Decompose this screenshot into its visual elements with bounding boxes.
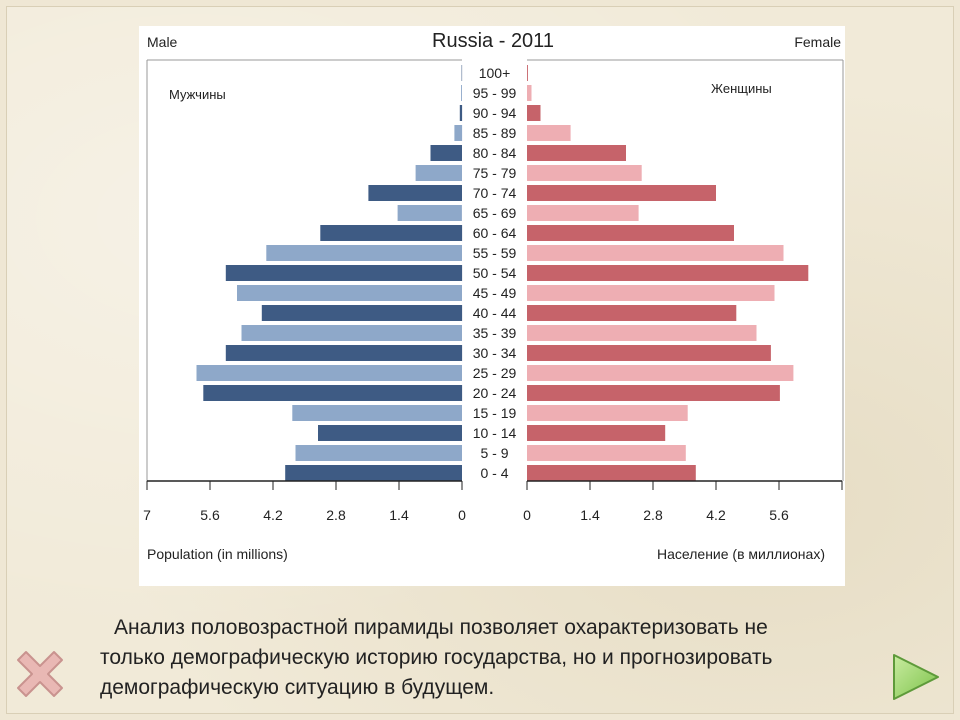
female-tick-label-1: 1.4 [580,507,600,523]
next-arrow-icon[interactable] [890,652,942,702]
male-bar-17 [292,405,462,421]
female-bar-18 [527,425,666,441]
slide-caption: Анализ половозрастной пирамиды позволяет… [100,613,900,703]
male-side-label: Male [147,34,178,50]
male-bar-15 [196,365,462,381]
male-bar-2 [459,105,463,121]
female-bar-5 [527,165,642,181]
female-bar-15 [527,365,794,381]
bars-group [196,65,809,481]
caption-line-2: только демографическую историю государст… [100,646,773,669]
axes-group: 7 5.6 4.2 2.8 1.4 0 0 1.4 2.8 4.2 5.6 [143,480,843,523]
age-label-20: 0 - 4 [480,465,508,481]
male-bar-0 [461,65,463,81]
female-bar-19 [527,445,686,461]
male-bar-12 [261,305,463,321]
male-bar-4 [430,145,462,161]
female-bar-7 [527,205,639,221]
age-label-2: 90 - 94 [473,105,517,121]
male-bar-11 [237,285,462,301]
age-label-0: 100+ [479,65,511,81]
age-label-14: 30 - 34 [473,345,517,361]
age-label-11: 45 - 49 [473,285,517,301]
age-label-9: 55 - 59 [473,245,517,261]
female-bar-9 [527,245,784,261]
male-bar-8 [320,225,463,241]
female-tick-label-2: 2.8 [643,507,663,523]
female-bar-3 [527,125,571,141]
age-label-15: 25 - 29 [473,365,517,381]
age-label-19: 5 - 9 [480,445,508,461]
chart-svg: Male Russia - 2011 Female Мужчины Женщин… [143,30,844,562]
male-bar-18 [318,425,462,441]
age-label-5: 75 - 79 [473,165,517,181]
female-bar-6 [527,185,716,201]
male-tick-label-1: 5.6 [200,507,220,523]
female-tick-label-4: 5.6 [769,507,789,523]
age-label-10: 50 - 54 [473,265,517,281]
female-bar-13 [527,325,757,341]
population-pyramid-chart: Male Russia - 2011 Female Мужчины Женщин… [139,26,845,586]
caption-line-3: демографическую ситуацию в будущем. [100,676,495,699]
female-series-title: Женщины [711,81,772,96]
age-label-6: 70 - 74 [473,185,517,201]
male-bar-6 [368,185,462,201]
female-bar-10 [527,265,809,281]
male-tick-label-2: 4.2 [263,507,283,523]
male-bar-14 [225,345,463,361]
male-bar-9 [266,245,462,261]
age-label-13: 35 - 39 [473,325,517,341]
close-x-icon[interactable] [10,644,70,704]
age-label-3: 85 - 89 [473,125,517,141]
male-tick-label-0: 7 [143,507,151,523]
male-series-title: Мужчины [169,87,226,102]
male-bar-10 [225,265,463,281]
female-tick-label-3: 4.2 [706,507,726,523]
male-bar-13 [241,325,462,341]
female-bar-17 [527,405,688,421]
age-label-7: 65 - 69 [473,205,517,221]
female-bar-20 [527,465,696,481]
age-label-17: 15 - 19 [473,405,517,421]
female-bar-0 [527,65,528,81]
male-bar-5 [415,165,462,181]
female-bar-14 [527,345,771,361]
age-labels-group: 100+ 95 - 99 90 - 94 85 - 89 80 - 84 75 - 79 7… [473,65,517,481]
age-label-18: 10 - 14 [473,425,517,441]
male-tick-label-5: 0 [458,507,466,523]
male-bar-7 [397,205,462,221]
age-label-4: 80 - 84 [473,145,517,161]
female-bar-8 [527,225,734,241]
female-x-axis-label: Население (в миллионах) [657,546,825,562]
male-bar-20 [285,465,462,481]
chart-title: Russia - 2011 [432,30,554,52]
male-bar-3 [454,125,463,141]
female-tick-label-0: 0 [523,507,531,523]
female-bar-12 [527,305,737,321]
male-tick-label-3: 2.8 [326,507,346,523]
female-bar-2 [527,105,541,121]
male-bar-19 [295,445,462,461]
female-bar-1 [527,85,532,101]
age-label-1: 95 - 99 [473,85,517,101]
age-label-12: 40 - 44 [473,305,517,321]
female-bar-11 [527,285,775,301]
female-bar-16 [527,385,780,401]
male-tick-label-4: 1.4 [389,507,409,523]
female-side-label: Female [794,34,841,50]
male-bar-16 [203,385,463,401]
male-bar-1 [461,85,462,101]
female-bar-4 [527,145,626,161]
caption-line-1: Анализ половозрастной пирамиды позволяет… [114,616,768,639]
age-label-8: 60 - 64 [473,225,517,241]
male-x-axis-label: Population (in millions) [147,546,288,562]
age-label-16: 20 - 24 [473,385,517,401]
